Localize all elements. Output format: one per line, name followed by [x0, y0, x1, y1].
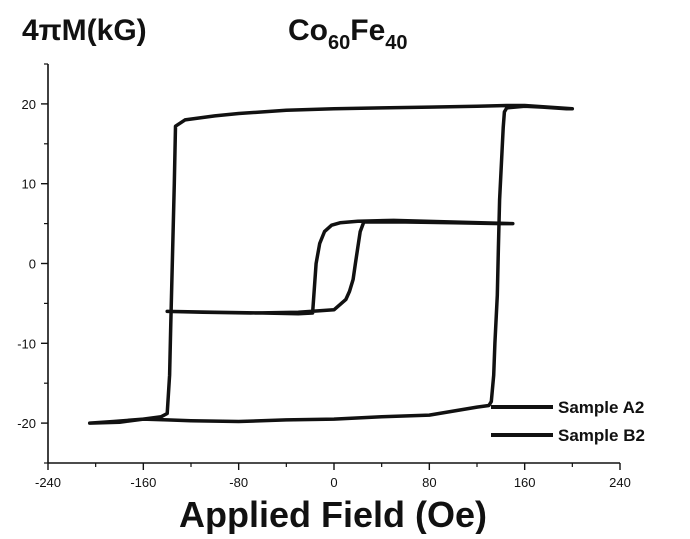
y-tick-label: 10	[22, 177, 36, 192]
series-layer	[87, 103, 575, 425]
title-base-fe: Fe	[350, 14, 385, 47]
series-line-sample-b2	[165, 218, 515, 316]
x-tick-label: -240	[35, 475, 61, 490]
legend: Sample A2 Sample B2	[491, 398, 645, 445]
y-tick-label: -10	[17, 336, 36, 351]
title-sub-60: 60	[328, 32, 350, 54]
legend-label-sample-b2: Sample B2	[558, 426, 645, 445]
y-tick-label: -20	[17, 416, 36, 431]
x-tick-label: 240	[609, 475, 631, 490]
title-base-co: Co	[288, 14, 328, 47]
x-tick-label: -80	[229, 475, 248, 490]
y-axis-label: 4πM(kG)	[22, 14, 147, 47]
x-tick-label: -160	[130, 475, 156, 490]
ticks-layer: -240 -160 -80 0 80 160 240 -20 -10 0 10 20	[17, 63, 631, 490]
y-tick-label: 20	[22, 97, 36, 112]
x-tick-label: 0	[330, 475, 337, 490]
chart-title: Co60Fe40	[288, 14, 408, 54]
legend-label-sample-a2: Sample A2	[558, 398, 644, 417]
x-axis-label: Applied Field (Oe)	[179, 494, 487, 534]
series-line-sample-a2	[87, 103, 575, 425]
y-tick-label: 0	[29, 257, 36, 272]
x-tick-label: 160	[514, 475, 536, 490]
title-sub-40: 40	[385, 32, 407, 54]
x-tick-label: 80	[422, 475, 436, 490]
